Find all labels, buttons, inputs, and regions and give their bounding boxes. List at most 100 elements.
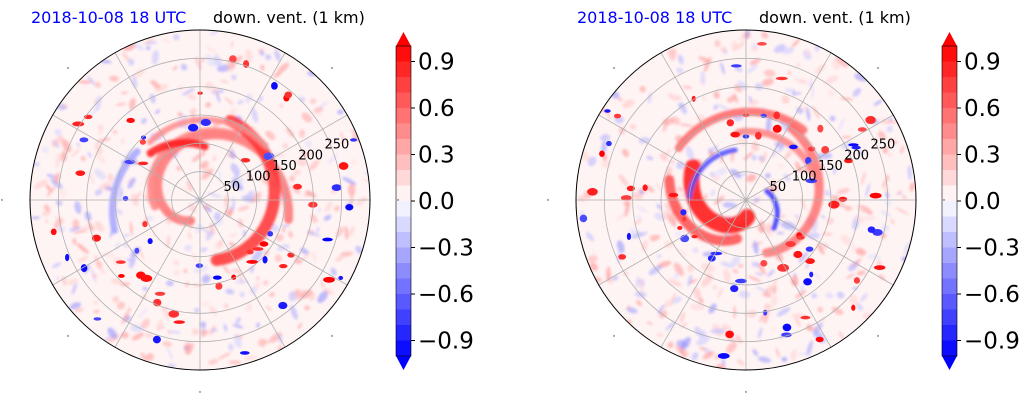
field-speckle bbox=[200, 247, 208, 252]
field-speckle bbox=[712, 175, 720, 182]
field-speckle bbox=[230, 163, 241, 176]
field-speckle bbox=[791, 38, 801, 48]
field-speckle bbox=[676, 248, 688, 257]
field-cell bbox=[200, 118, 211, 127]
field-speckle bbox=[120, 191, 124, 197]
field-speckle bbox=[129, 254, 137, 269]
field-speckle bbox=[816, 243, 825, 255]
field-speckle bbox=[224, 97, 234, 105]
field-speckle bbox=[150, 80, 161, 89]
field-cell bbox=[717, 352, 730, 359]
field-band bbox=[674, 107, 808, 152]
field-speckle bbox=[43, 204, 51, 212]
field-speckle bbox=[34, 179, 48, 189]
ring-label: 100 bbox=[792, 170, 817, 185]
field-speckle bbox=[61, 276, 67, 286]
field-speckle bbox=[738, 290, 751, 299]
field-speckle bbox=[129, 97, 136, 111]
field-speckle bbox=[624, 202, 630, 217]
field-speckle bbox=[698, 297, 704, 304]
field-speckle bbox=[70, 148, 81, 158]
field-speckle bbox=[836, 291, 845, 299]
field-speckle bbox=[254, 281, 261, 289]
field-cell bbox=[118, 274, 125, 278]
field-cell bbox=[267, 231, 274, 237]
field-speckle bbox=[798, 251, 809, 263]
field-speckle bbox=[700, 263, 715, 272]
field-speckle bbox=[836, 187, 850, 195]
colorbar-tick-label: −0.6 bbox=[964, 282, 1020, 308]
colorbar-segment bbox=[942, 46, 957, 63]
field-speckle bbox=[777, 146, 784, 153]
field-speckle bbox=[237, 277, 245, 284]
colorbar-segment bbox=[942, 309, 957, 326]
field-speckle bbox=[895, 189, 904, 196]
field-speckle bbox=[772, 278, 778, 288]
field-speckle bbox=[826, 90, 836, 97]
colorbar-segment bbox=[942, 108, 957, 125]
polar-grid bbox=[576, 30, 916, 370]
field-cell bbox=[710, 251, 723, 256]
field-speckle bbox=[840, 234, 852, 246]
colorbar: 0.9 0.6 0.3 0.0 −0.3 −0.6 −0.9 bbox=[395, 32, 474, 370]
field-speckle bbox=[589, 262, 598, 271]
field-speckle bbox=[669, 292, 676, 308]
field-speckle bbox=[784, 87, 794, 94]
field-speckle bbox=[784, 150, 792, 160]
field-cell bbox=[793, 250, 803, 259]
field-speckle bbox=[316, 208, 322, 213]
field-cell bbox=[613, 113, 622, 119]
colorbar-tick-label: −0.9 bbox=[964, 329, 1020, 355]
field-speckle bbox=[887, 152, 893, 157]
field-speckle bbox=[237, 205, 250, 212]
field-cell bbox=[869, 192, 882, 199]
field-cell bbox=[152, 335, 161, 344]
field-speckle bbox=[796, 63, 801, 67]
colorbar-segment bbox=[942, 294, 957, 311]
colorbar-extend-max bbox=[942, 32, 957, 46]
field-speckle bbox=[99, 182, 112, 190]
field-speckle bbox=[723, 268, 731, 283]
field-cell bbox=[323, 276, 335, 283]
field-speckle bbox=[806, 107, 811, 122]
field-speckle bbox=[239, 291, 245, 298]
field-speckle bbox=[737, 80, 748, 91]
field-speckle bbox=[115, 102, 127, 106]
field-speckle bbox=[765, 222, 772, 235]
field-cell bbox=[345, 204, 354, 211]
field-speckle bbox=[180, 186, 193, 193]
colorbar-segment bbox=[396, 294, 411, 311]
field-speckle bbox=[747, 275, 762, 283]
field-speckle bbox=[701, 274, 714, 288]
field-speckle bbox=[738, 35, 747, 42]
colorbar-segment bbox=[396, 325, 411, 342]
colorbar-extend-min bbox=[396, 356, 411, 370]
field-cell bbox=[239, 351, 250, 355]
field-speckle bbox=[746, 64, 758, 74]
field-speckle bbox=[622, 99, 635, 109]
field-speckle bbox=[214, 241, 224, 250]
field-cell bbox=[115, 260, 126, 264]
field-cell bbox=[680, 234, 690, 243]
field-speckle bbox=[235, 317, 241, 324]
field-speckle bbox=[76, 142, 80, 147]
field-speckle bbox=[121, 310, 130, 325]
field-speckle bbox=[696, 335, 710, 346]
field-speckle bbox=[145, 41, 158, 45]
field-speckle bbox=[677, 54, 684, 65]
chart-title-time: 2018-10-08 18 UTC bbox=[577, 8, 733, 27]
field-speckle bbox=[685, 145, 694, 161]
field-speckle bbox=[349, 226, 355, 237]
field-speckle bbox=[133, 69, 145, 79]
field-cell bbox=[809, 271, 814, 278]
field-speckle bbox=[74, 307, 84, 313]
field-speckle bbox=[177, 111, 183, 117]
colorbar-segment bbox=[396, 154, 411, 171]
field-speckle bbox=[215, 91, 221, 103]
field-speckle bbox=[852, 87, 862, 97]
field-speckle bbox=[838, 117, 845, 132]
field-cell bbox=[271, 82, 278, 90]
colorbar-segment bbox=[396, 123, 411, 140]
field-cell bbox=[287, 252, 295, 258]
field-speckle bbox=[771, 295, 778, 306]
